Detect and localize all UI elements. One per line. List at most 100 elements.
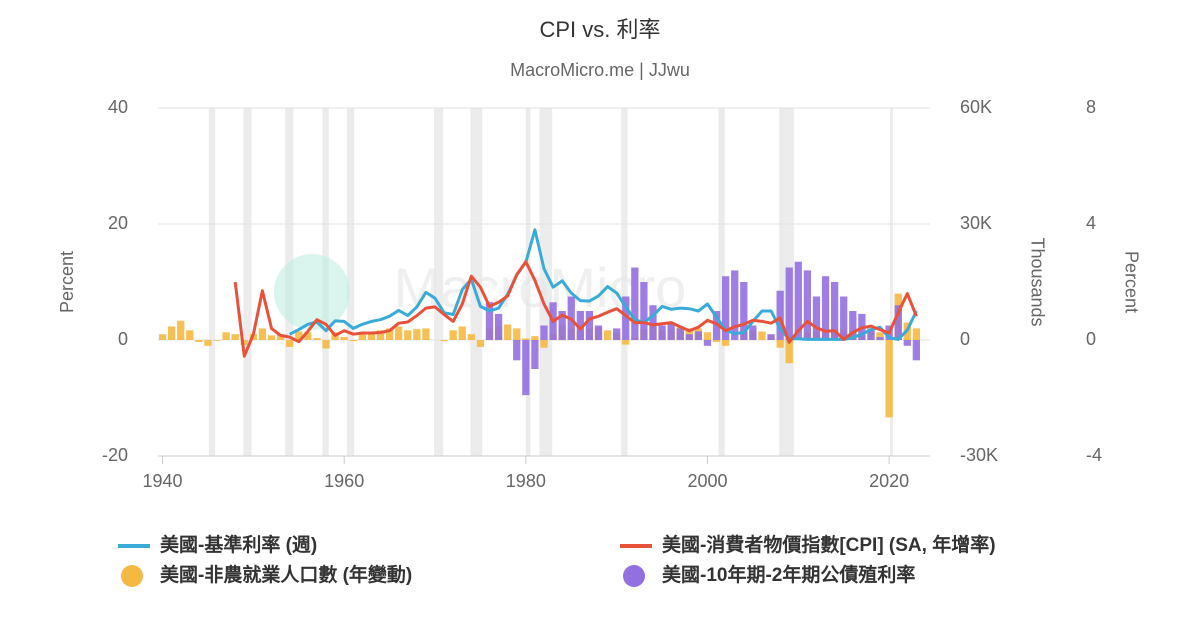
legend-label[interactable]: 美國-10年期-2年期公債殖利率 <box>662 563 915 586</box>
bar <box>640 282 648 340</box>
bar <box>703 332 712 340</box>
bar <box>522 340 530 396</box>
bar <box>722 276 730 340</box>
bar <box>867 328 875 340</box>
bar <box>195 340 203 342</box>
bar <box>494 313 503 340</box>
bar <box>313 338 321 340</box>
recession-band <box>621 108 628 456</box>
bar <box>667 322 675 340</box>
bar <box>885 340 893 418</box>
bar <box>749 325 757 340</box>
y3-axis-title: Percent <box>1121 251 1141 313</box>
bar <box>812 296 821 340</box>
bar <box>631 267 639 340</box>
bar <box>286 340 294 347</box>
y2-tick-label: 0 <box>960 329 970 349</box>
x-tick-label: 1940 <box>143 471 183 491</box>
legend-marker <box>121 565 143 587</box>
bar <box>267 335 276 340</box>
bar <box>731 270 739 340</box>
bar <box>576 311 584 340</box>
bar <box>776 290 784 340</box>
watermark-logo <box>274 254 350 330</box>
bar <box>522 338 530 340</box>
bar <box>213 340 221 341</box>
bar <box>540 325 548 340</box>
bar <box>404 330 412 340</box>
chart-subtitle: MacroMicro.me | JJwu <box>510 60 690 80</box>
bar <box>295 331 303 340</box>
bar <box>158 334 167 340</box>
bar <box>776 340 784 348</box>
bar <box>785 340 793 364</box>
y-axis-title: Percent <box>57 251 77 313</box>
bar <box>912 340 921 361</box>
bar <box>821 276 830 340</box>
bar <box>258 328 267 340</box>
recession-band <box>434 108 444 456</box>
bar <box>703 340 712 346</box>
y2-tick-label: -30K <box>960 445 998 465</box>
bar <box>222 332 230 340</box>
bar <box>322 340 330 349</box>
y-tick-label: 40 <box>108 97 128 117</box>
bar <box>622 340 630 345</box>
bar <box>622 296 630 340</box>
bar <box>395 326 403 340</box>
bar <box>304 332 312 340</box>
bar <box>349 340 357 342</box>
bar <box>540 340 548 348</box>
bar <box>385 328 394 340</box>
bar <box>794 261 802 340</box>
bar <box>803 270 812 340</box>
bar <box>177 320 185 340</box>
recession-band <box>525 108 531 456</box>
bar <box>740 282 748 340</box>
y-tick-label: -20 <box>102 445 128 465</box>
bar <box>531 336 539 340</box>
bar <box>440 340 448 342</box>
legend-label[interactable]: 美國-非農就業人口數 (年變動) <box>160 563 412 586</box>
bar <box>485 302 494 340</box>
x-tick-label: 2020 <box>869 471 909 491</box>
bar <box>376 330 385 340</box>
bar <box>676 328 684 340</box>
recession-band <box>243 108 252 456</box>
bar <box>449 330 457 340</box>
bar <box>712 340 721 342</box>
y-tick-label: 0 <box>118 329 128 349</box>
bar <box>476 340 485 347</box>
recession-band <box>539 108 553 456</box>
bar <box>849 311 857 340</box>
bar <box>767 334 775 340</box>
bar <box>513 328 521 340</box>
bar <box>722 340 730 346</box>
bar <box>467 334 475 340</box>
recession-band <box>718 108 725 456</box>
chart-title: CPI vs. 利率 <box>539 17 660 42</box>
y3-tick-label: 8 <box>1086 97 1096 117</box>
legend-label[interactable]: 美國-基準利率 (週) <box>160 533 317 556</box>
legend-marker <box>623 565 645 587</box>
x-tick-label: 1960 <box>324 471 364 491</box>
bar <box>231 334 239 340</box>
bar <box>513 340 521 361</box>
bar <box>685 334 693 340</box>
y3-tick-label: -4 <box>1086 445 1102 465</box>
bar <box>603 330 612 340</box>
bar <box>649 305 657 340</box>
bar <box>531 340 539 369</box>
recession-band <box>208 108 216 456</box>
bar <box>694 331 703 340</box>
bar <box>594 325 603 340</box>
y2-axis-title: Thousands <box>1027 237 1047 326</box>
bar <box>340 336 348 340</box>
y2-tick-label: 60K <box>960 97 992 117</box>
bar <box>658 325 666 340</box>
x-tick-label: 2000 <box>687 471 727 491</box>
legend-label[interactable]: 美國-消費者物價指數[CPI] (SA, 年增率) <box>662 533 996 556</box>
bar <box>912 328 921 340</box>
line <box>289 228 918 341</box>
